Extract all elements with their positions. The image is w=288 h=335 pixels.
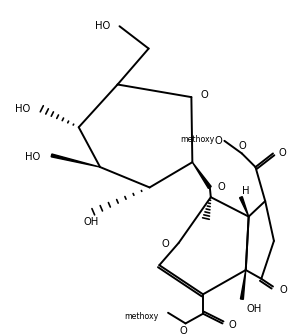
Text: HO: HO — [24, 152, 40, 162]
Text: OH: OH — [247, 304, 262, 314]
Text: O: O — [161, 239, 169, 249]
Text: HO: HO — [15, 104, 30, 114]
Text: O: O — [218, 183, 225, 193]
Text: O: O — [238, 141, 246, 151]
Polygon shape — [192, 162, 211, 188]
Text: O: O — [279, 148, 287, 158]
Polygon shape — [240, 197, 249, 217]
Polygon shape — [240, 270, 246, 299]
Text: O: O — [200, 90, 208, 100]
Text: methoxy: methoxy — [124, 312, 158, 321]
Text: O: O — [280, 285, 287, 295]
Polygon shape — [51, 154, 100, 167]
Text: O: O — [215, 136, 222, 146]
Text: O: O — [228, 320, 236, 330]
Text: methoxy: methoxy — [181, 135, 215, 144]
Text: HO: HO — [94, 21, 110, 31]
Text: H: H — [242, 186, 249, 196]
Text: O: O — [180, 326, 187, 335]
Text: OH: OH — [84, 217, 99, 227]
